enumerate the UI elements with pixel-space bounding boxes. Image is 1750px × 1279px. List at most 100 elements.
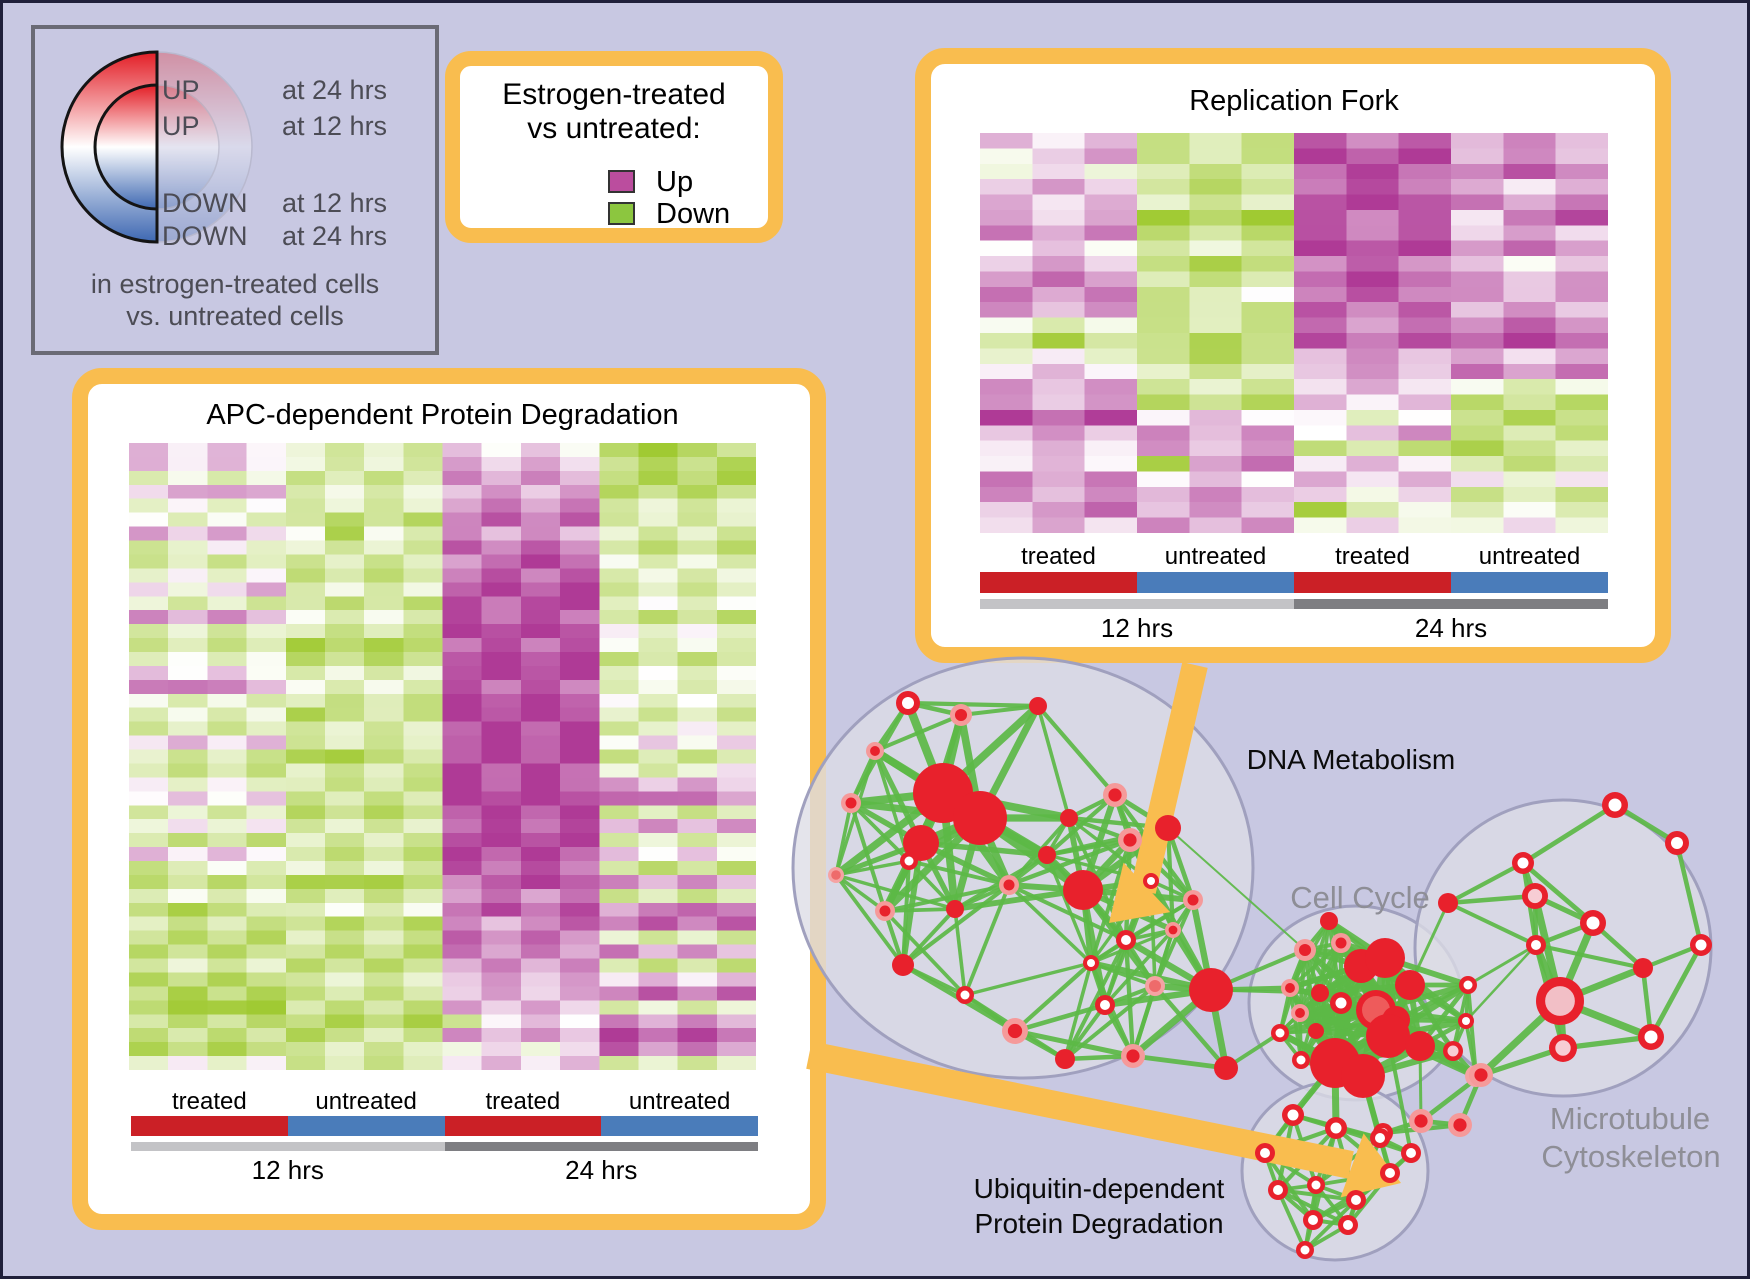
group-label: treated [1021,543,1096,570]
heatmap-cell [520,1014,561,1029]
heatmap-cell [207,1042,248,1057]
heatmap-cell [716,861,756,875]
network-node-ring [1638,1024,1664,1050]
network-edge [1372,1008,1392,1038]
heatmap-cell [1294,194,1347,211]
heatmap-cell [520,456,561,471]
heatmap-cell [324,1000,365,1015]
network-edge [1315,1017,1397,1034]
network-node [1147,877,1155,885]
network-node-ring [841,793,861,813]
network-node [845,797,857,809]
heatmap-cell [1398,133,1452,149]
network-node [1633,958,1653,978]
heatmap-cell [1294,471,1347,488]
heatmap-cell [677,638,718,653]
heatmap-cell [1346,163,1400,180]
condition-bar-segment [444,1116,602,1136]
network-edge [1447,901,1537,947]
network-node-ring [1296,1241,1314,1259]
heatmap-cell [285,679,326,694]
heatmap-cell [1451,471,1504,488]
heatmap-cell [285,526,326,541]
heatmap-cell [1503,317,1557,334]
network-edge [1299,1030,1318,1061]
heatmap-cell [677,1056,718,1070]
heatmap-cell [364,1000,405,1015]
arrow-head-rf-to-dna [1109,862,1171,923]
network-edge [901,860,911,966]
heatmap-cell [442,512,483,527]
heatmap-cell [207,958,248,973]
network-edge [1064,1053,1134,1062]
network-edge [1125,928,1174,942]
network-edge [883,909,967,997]
network-node-ring [1002,1018,1028,1044]
heatmap-cell [716,624,756,639]
network-edge [1464,1020,1478,1077]
network-edge [1319,990,1397,1023]
heatmap-cell [1346,317,1400,334]
apc-heatmap-cells [129,443,756,1070]
network-node-ring [1103,783,1127,807]
network-edge [1007,816,1071,887]
heatmap-cell [285,470,326,485]
heatmap-cell [442,693,483,708]
network-bridge-edge [1263,1061,1337,1155]
heatmap-cell [599,665,640,680]
heatmap-cell [638,665,679,680]
heatmap-cell [560,624,601,639]
heatmap-cell [560,777,601,792]
heatmap-cell [168,833,209,848]
heatmap-cell [599,944,640,959]
network-edge [1165,827,1176,931]
heatmap-cell [1032,194,1086,211]
heatmap-cell [442,665,483,680]
network-edge [1317,991,1366,1078]
network-edge [954,883,1010,911]
heatmap-cell [403,456,444,471]
heatmap-cell [168,443,209,457]
heatmap-cell [364,665,405,680]
network-edge [1408,983,1468,1023]
heatmap-cell [1137,502,1190,519]
network-node [1311,984,1329,1002]
heatmap-cell [129,554,169,569]
network-node [879,905,891,917]
heatmap-cell [599,763,640,778]
network-edge [835,859,910,877]
network-node [1395,970,1425,1000]
heatmap-cell [442,652,483,666]
network-node [1344,949,1378,983]
heatmap-cell [1451,409,1504,426]
heatmap-cell [364,596,405,611]
heatmap-cell [1032,271,1086,288]
network-edge [1113,792,1170,831]
heatmap-cell [1398,209,1452,226]
heatmap-cell [364,512,405,527]
network-node [1438,893,1458,913]
heatmap-cell [1189,363,1243,380]
heatmap-cell [1137,302,1190,319]
heatmap-cell [403,638,444,653]
heatmap-cell [1241,394,1295,411]
heatmap-cell [207,916,248,931]
heatmap-cell [1189,302,1243,319]
network-bridge-edge [1475,1073,1482,1078]
network-edge [1300,1017,1397,1063]
heatmap-cell [1555,209,1608,226]
heatmap-cell [716,944,756,959]
network-node [1087,959,1095,967]
heatmap-cell [1084,363,1138,380]
heatmap-cell [1346,517,1400,533]
heatmap-cell [403,721,444,736]
heatmap-cell [403,861,444,875]
heatmap-cell [1137,209,1190,226]
heatmap-cell [716,1000,756,1015]
heatmap-cell [285,1056,326,1070]
heatmap-cell [246,916,287,931]
heatmap-cell [599,679,640,694]
heatmap-cell [1398,286,1452,303]
rf-panel-title: Replication Fork [1189,85,1399,117]
network-edge [1394,1017,1478,1079]
